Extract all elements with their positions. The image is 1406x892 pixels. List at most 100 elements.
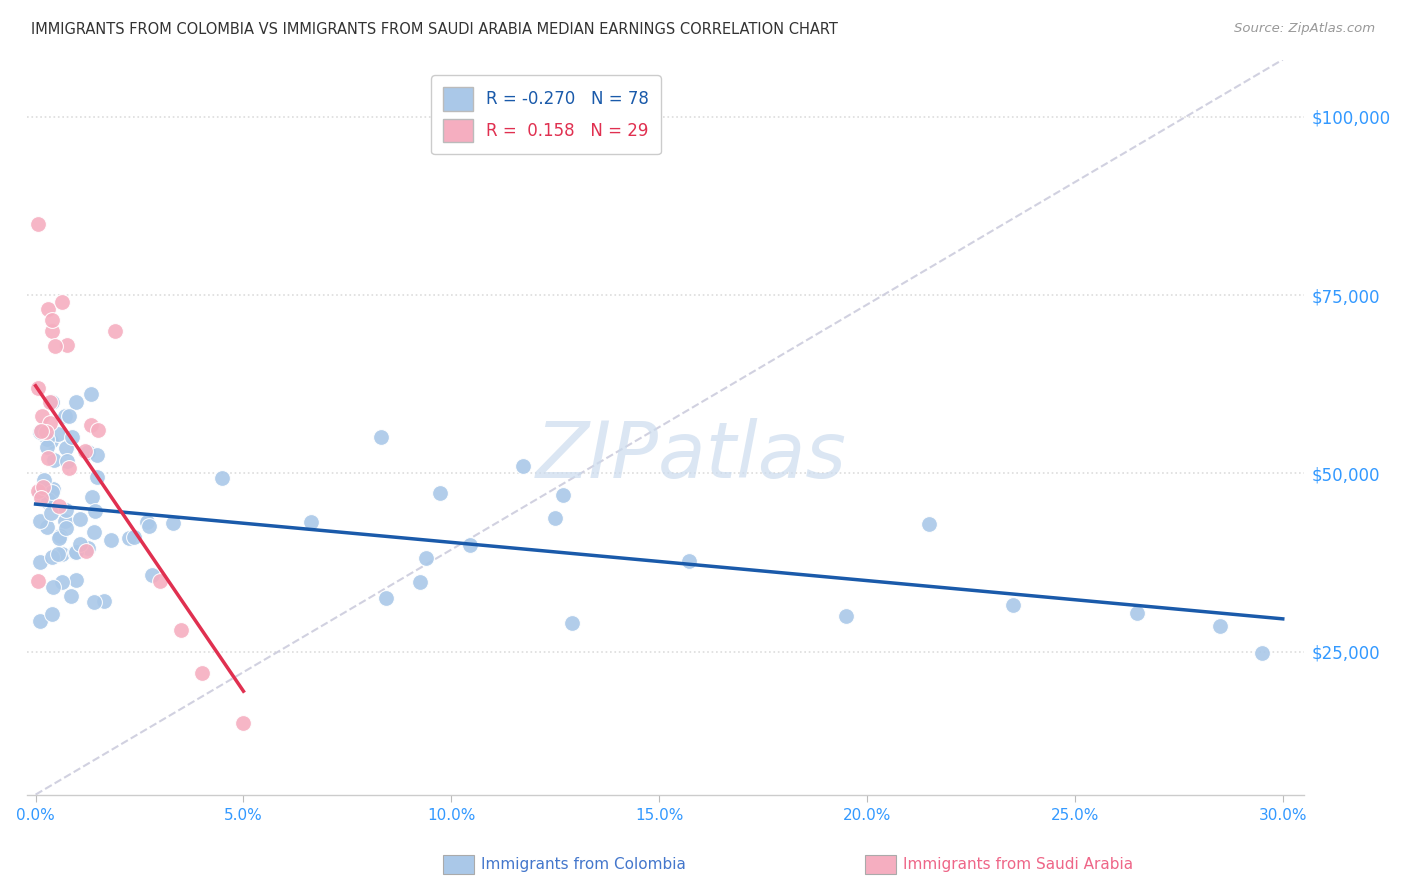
FancyBboxPatch shape [865, 855, 896, 874]
Point [918, 517, 941, 532]
Point [37, 451, 59, 466]
Point [1126, 606, 1149, 620]
Point [46, 547, 69, 561]
Point [34, 425, 56, 440]
Point [39, 416, 62, 430]
Point [87, 423, 110, 437]
Point [370, 430, 392, 444]
Point [41, 607, 63, 621]
Point [51, 574, 73, 589]
Point [80, 386, 103, 401]
Point [27, 217, 49, 231]
Point [41, 324, 63, 338]
Point [27, 574, 49, 589]
Point [37, 494, 59, 508]
Point [122, 530, 145, 544]
Point [299, 516, 322, 530]
Point [136, 515, 159, 529]
Point [544, 510, 567, 524]
Point [415, 550, 437, 565]
Point [60, 589, 83, 603]
Point [65, 545, 87, 559]
Point [162, 516, 184, 531]
Point [77, 541, 100, 556]
Point [100, 533, 122, 548]
Text: Immigrants from Saudi Arabia: Immigrants from Saudi Arabia [903, 857, 1133, 871]
Point [55, 503, 77, 517]
Point [104, 324, 127, 338]
Point [678, 554, 700, 568]
Point [37, 302, 59, 317]
Point [35, 432, 58, 446]
Point [39, 506, 62, 520]
Point [83, 524, 105, 539]
Point [561, 615, 583, 630]
Point [429, 486, 451, 500]
Point [46, 427, 69, 442]
Point [211, 471, 233, 485]
Point [86, 448, 108, 462]
Point [31, 490, 53, 504]
Point [39, 434, 62, 448]
Point [32, 473, 55, 487]
Point [835, 608, 858, 623]
Point [41, 550, 63, 565]
Point [458, 538, 481, 552]
Point [69, 512, 91, 526]
Point [63, 545, 86, 559]
Point [53, 514, 76, 528]
Point [56, 454, 79, 468]
Point [551, 488, 574, 502]
Point [30, 615, 52, 629]
Point [37, 493, 59, 508]
Point [53, 409, 76, 423]
Point [80, 490, 103, 504]
Point [56, 338, 79, 352]
Point [93, 593, 115, 607]
Point [191, 666, 214, 681]
Text: IMMIGRANTS FROM COLOMBIA VS IMMIGRANTS FROM SAUDI ARABIA MEDIAN EARNINGS CORRELA: IMMIGRANTS FROM COLOMBIA VS IMMIGRANTS F… [31, 22, 838, 37]
Point [27, 381, 49, 395]
Point [118, 531, 141, 545]
Point [37, 519, 59, 533]
Point [149, 574, 172, 588]
Point [51, 295, 73, 310]
Point [512, 459, 534, 474]
Point [65, 573, 87, 587]
Point [49, 529, 72, 543]
Point [86, 469, 108, 483]
Legend: R = -0.270   N = 78, R =  0.158   N = 29: R = -0.270 N = 78, R = 0.158 N = 29 [432, 75, 661, 154]
Point [28, 514, 51, 528]
Point [75, 444, 97, 458]
Text: Immigrants from Colombia: Immigrants from Colombia [481, 857, 686, 871]
Text: Source: ZipAtlas.com: Source: ZipAtlas.com [1234, 22, 1375, 36]
Point [39, 395, 62, 409]
Point [41, 485, 63, 500]
Point [27, 484, 49, 499]
Point [75, 544, 97, 558]
Point [30, 491, 52, 506]
Point [60, 430, 83, 444]
Point [58, 409, 80, 424]
Point [409, 575, 432, 590]
Point [170, 624, 193, 638]
Point [83, 595, 105, 609]
Point [35, 440, 58, 454]
Point [141, 567, 163, 582]
Point [48, 499, 70, 513]
Point [30, 425, 52, 439]
Point [58, 461, 80, 475]
Point [69, 537, 91, 551]
Point [31, 409, 53, 424]
Point [41, 313, 63, 327]
Point [28, 555, 51, 569]
Point [41, 395, 63, 409]
Point [42, 580, 65, 594]
Point [55, 520, 77, 534]
Point [76, 444, 98, 458]
Point [51, 547, 73, 561]
Text: ZIPatlas: ZIPatlas [536, 418, 846, 494]
Point [55, 442, 77, 456]
Point [28, 487, 51, 501]
Point [44, 339, 66, 353]
